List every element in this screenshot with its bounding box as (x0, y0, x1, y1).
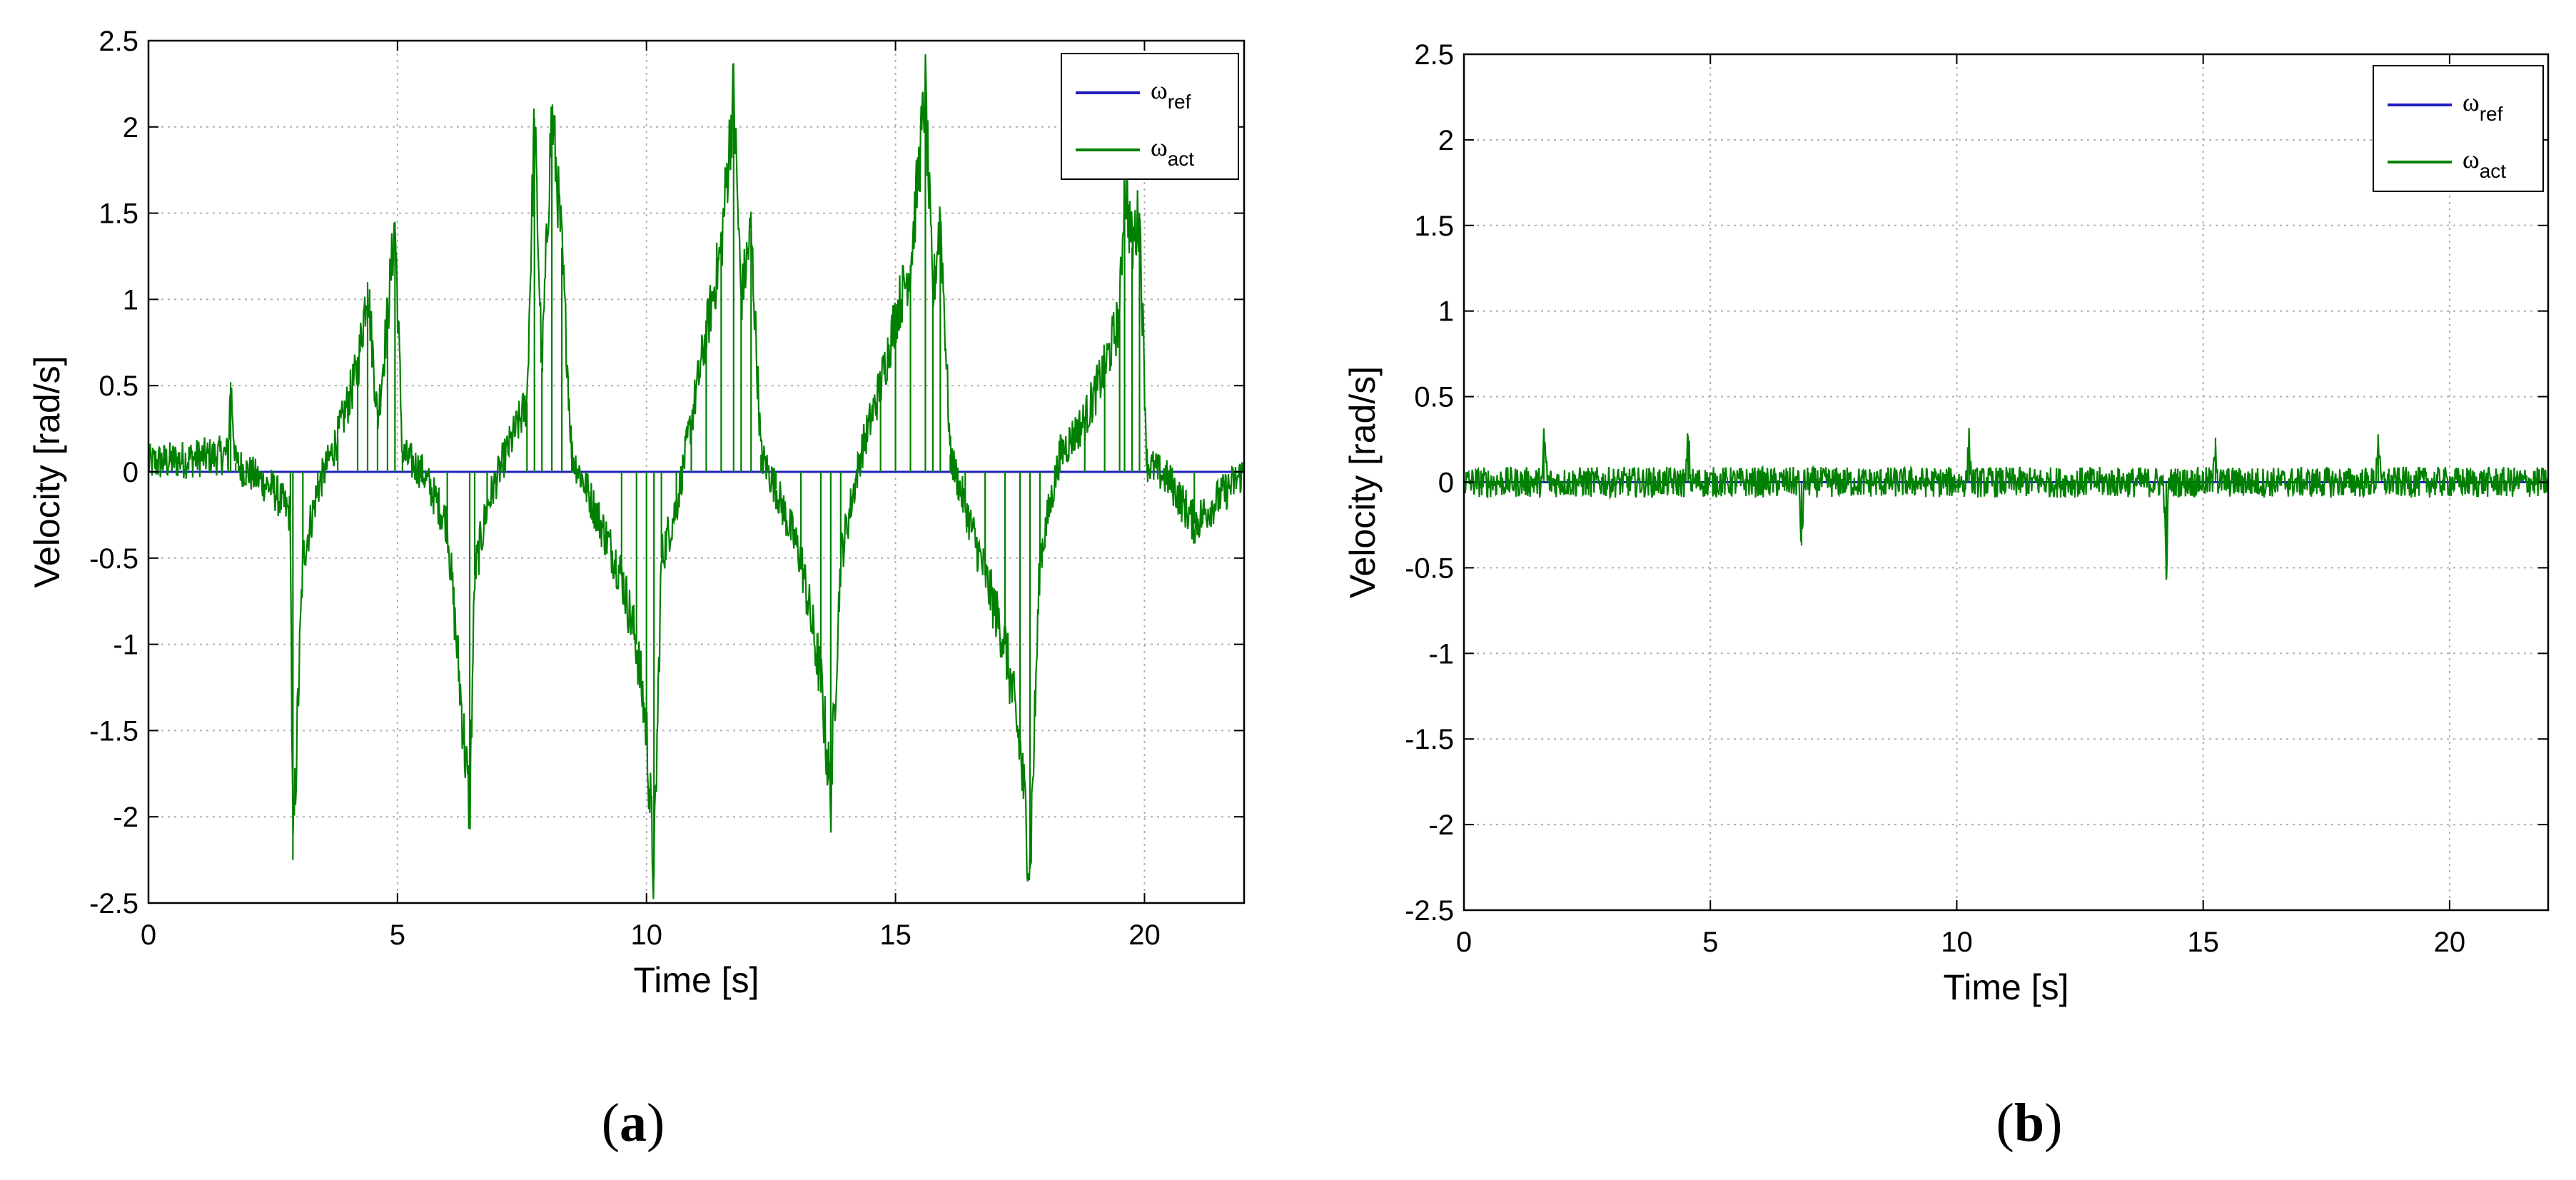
series-act-line (1464, 428, 2548, 579)
x-tick-label: 15 (879, 919, 911, 951)
x-tick-label: 0 (1456, 927, 1472, 958)
y-tick-label: 0.5 (99, 370, 138, 402)
y-tick-label: 2 (123, 112, 138, 143)
chart-b: 0 5 10 15 20 -2.5 -2 -1.5 -1 -0.5 0 0.5 1 1.5 2 2.5 Time… (1343, 39, 2550, 1007)
chart-a: 0 5 10 15 20 -2.5 -2 -1.5 -1 -0.5 0 0.5 1 1.5 2 2.5 Time… (27, 26, 1246, 1000)
x-axis-label: Time [s] (634, 960, 759, 1000)
y-tick-label: -1 (1428, 638, 1454, 670)
caption-b: (b) (1958, 1092, 2101, 1154)
y-tick-label: 1 (123, 284, 138, 316)
y-tick-label: 2.5 (99, 26, 138, 57)
x-tick-label: 5 (1702, 927, 1718, 958)
y-tick-label: -1.5 (1405, 724, 1454, 755)
y-tick-label: -2.5 (89, 888, 138, 919)
y-tick-label: 1 (1438, 296, 1454, 328)
y-tick-label: 0 (1438, 468, 1454, 499)
caption-a-letter: a (620, 1093, 647, 1153)
legend-box (2373, 65, 2544, 192)
legend-label-ref: ωref (1151, 76, 1191, 113)
x-tick-label: 10 (1941, 927, 1973, 958)
series-act-line (148, 54, 1244, 899)
x-tick-label: 10 (630, 919, 662, 951)
y-axis-label: Velocity [rad/s] (1343, 366, 1383, 598)
caption-a: (a) (562, 1092, 704, 1154)
caption-b-open: ( (1996, 1093, 2014, 1153)
x-tick-label: 0 (141, 919, 156, 951)
chart-panel-a: 0 5 10 15 20 -2.5 -2 -1.5 -1 -0.5 0 0.5 1 1.5 2 2.5 Time… (27, 26, 1246, 1154)
caption-a-close: ) (647, 1093, 665, 1153)
x-tick-label: 20 (2434, 927, 2466, 958)
y-tick-label: -0.5 (1405, 553, 1454, 584)
y-tick-label: -1.5 (89, 715, 138, 747)
legend-box (1061, 53, 1239, 180)
y-tick-label: -0.5 (89, 543, 138, 575)
x-tick-label: 5 (390, 919, 405, 951)
chart-panel-b: 0 5 10 15 20 -2.5 -2 -1.5 -1 -0.5 0 0.5 1 1.5 2 2.5 Time… (1288, 0, 2575, 1180)
y-tick-label: -2 (1428, 810, 1454, 841)
y-tick-label: 2 (1438, 125, 1454, 156)
y-tick-label: 1.5 (99, 198, 138, 230)
y-tick-label: -2 (113, 802, 138, 833)
caption-a-open: ( (601, 1093, 620, 1153)
caption-b-close: ) (2044, 1093, 2063, 1153)
y-tick-label: -1 (113, 630, 138, 661)
x-axis-label: Time [s] (1944, 967, 2069, 1007)
x-tick-label: 15 (2187, 927, 2219, 958)
y-tick-label: -2.5 (1405, 895, 1454, 927)
x-tick-label: 20 (1128, 919, 1161, 951)
y-tick-label: 2.5 (1414, 39, 1454, 71)
y-axis-label: Velocity [rad/s] (27, 355, 67, 588)
y-tick-label: 0.5 (1414, 382, 1454, 413)
y-tick-label: 0 (123, 457, 138, 488)
caption-b-letter: b (2014, 1093, 2045, 1153)
y-tick-label: 1.5 (1414, 211, 1454, 242)
